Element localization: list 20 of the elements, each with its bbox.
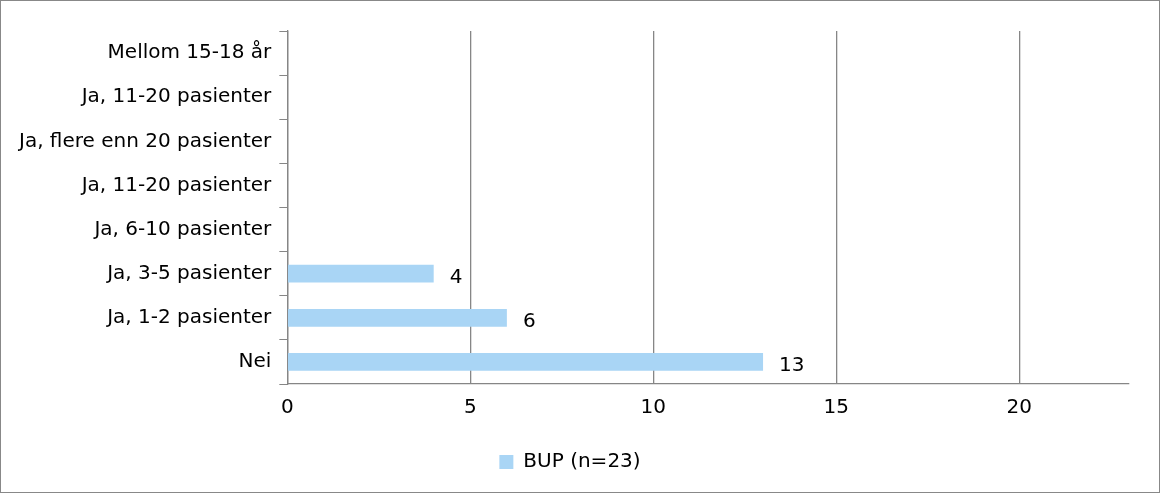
y-tick-label: Ja, 6-10 pasienter bbox=[92, 215, 273, 240]
y-tick-label: Ja, 1-2 pasienter bbox=[105, 304, 273, 329]
y-tick-label: Nei bbox=[238, 348, 272, 373]
data-label: 13 bbox=[779, 352, 805, 377]
x-tick-label: 20 bbox=[1006, 394, 1032, 419]
bar bbox=[287, 353, 764, 371]
bar bbox=[287, 308, 507, 327]
x-tick-label: 10 bbox=[640, 394, 666, 419]
legend-label: BUP (n=23) bbox=[523, 448, 641, 473]
bar bbox=[287, 264, 434, 283]
x-tick-label: 15 bbox=[823, 394, 849, 419]
y-tick-label: Ja, 11-20 pasienter bbox=[79, 171, 273, 196]
data-label: 6 bbox=[522, 308, 536, 333]
y-tick-label: Ja, 3-5 pasienter bbox=[105, 259, 273, 284]
x-tick-label: 5 bbox=[463, 394, 477, 419]
y-tick-label: Ja, 11-20 pasienter bbox=[79, 83, 273, 108]
y-tick-label: Ja, flere enn 20 pasienter bbox=[16, 127, 273, 152]
x-tick-label: 0 bbox=[280, 394, 294, 419]
data-label: 4 bbox=[449, 263, 463, 288]
y-tick-label: Mellom 15-18 år bbox=[107, 39, 273, 64]
